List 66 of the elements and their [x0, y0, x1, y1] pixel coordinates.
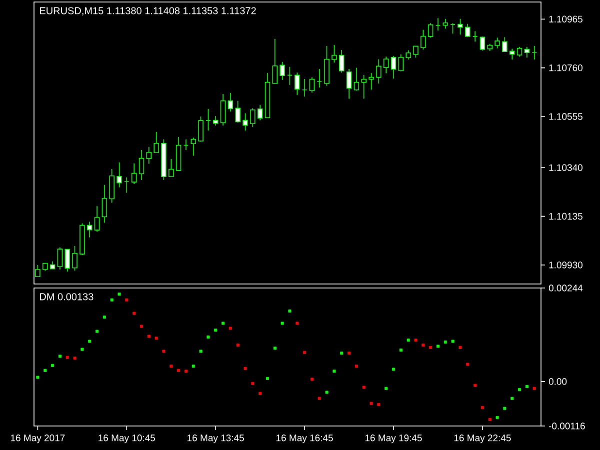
candlestick [338, 50, 344, 73]
y-tick-label: -0.00116 [548, 422, 585, 430]
candlestick [138, 150, 144, 180]
candlestick [220, 94, 226, 126]
x-tick-label: 16 May 16:45 [276, 434, 333, 444]
candlestick [242, 112, 248, 131]
candlestick [346, 68, 352, 100]
candlestick [368, 72, 374, 90]
x-tick-label: 16 May 2017 [10, 434, 65, 444]
candlestick [198, 116, 204, 142]
candlestick [64, 248, 70, 272]
candlestick [94, 206, 100, 232]
y-tick-label: 1.10555 [549, 113, 582, 120]
candlestick [428, 22, 434, 38]
y-tick-label: 1.10135 [549, 212, 582, 220]
x-tick-label: 16 May 22:45 [454, 434, 511, 444]
candlestick [35, 264, 40, 278]
y-tick-label: 1.09930 [549, 262, 582, 268]
candlestick [228, 92, 234, 112]
candlestick [168, 158, 174, 178]
y-tick-label: 0.00244 [548, 284, 583, 292]
candlestick [420, 29, 426, 50]
candlestick [250, 108, 256, 128]
candlestick [72, 246, 78, 272]
candlestick [442, 18, 448, 30]
candlestick [257, 104, 263, 121]
candlestick [86, 221, 92, 238]
candlestick [390, 56, 396, 79]
candlestick [413, 46, 418, 58]
candlestick [309, 76, 315, 93]
candlestick [116, 162, 122, 188]
candlestick [354, 67, 360, 92]
candlestick [272, 38, 278, 84]
candlestick [57, 247, 63, 270]
candlestick [212, 116, 218, 126]
candlestick [383, 56, 389, 74]
y-tick-label: 1.10340 [549, 164, 582, 171]
candlestick [190, 137, 196, 156]
candlestick [524, 46, 530, 58]
candlestick [102, 184, 108, 224]
candlestick [398, 54, 404, 72]
candlestick [480, 36, 486, 51]
candlestick [406, 50, 411, 60]
x-tick-label: 16 May 10:45 [98, 434, 156, 444]
candlestick [332, 44, 337, 63]
chart-title: EURUSD,M15 1.11380 1.11408 1.11353 1.11372 [40, 7, 256, 16]
candlestick [146, 146, 152, 164]
candlestick [465, 23, 470, 38]
candlestick [280, 61, 285, 80]
candlestick [109, 168, 114, 204]
candlestick [502, 36, 508, 52]
chart-title: DM 0.00133 [40, 293, 94, 300]
candlestick [154, 132, 159, 154]
candlestick [516, 46, 522, 58]
candlestick [376, 58, 382, 84]
candlestick [235, 100, 240, 124]
candlestick [294, 72, 300, 96]
candlestick [361, 74, 366, 100]
x-tick-label: 16 May 19:45 [365, 434, 422, 444]
y-tick-label: 1.10760 [549, 64, 582, 72]
candlestick [131, 162, 137, 184]
y-tick-label: 1.10965 [549, 16, 582, 22]
x-tick-label: 16 May 13:45 [188, 434, 244, 444]
candlestick [494, 37, 500, 49]
candlestick [458, 18, 463, 35]
y-tick-label: 0.00 [548, 378, 567, 385]
